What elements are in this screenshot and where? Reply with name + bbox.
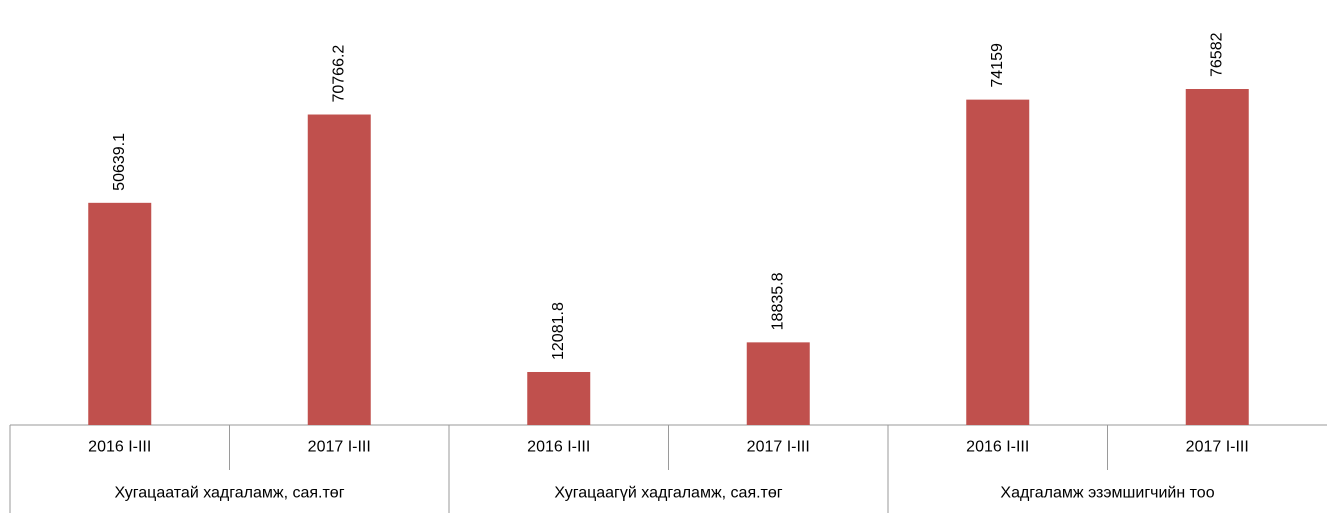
data-label: 74159 [989, 43, 1006, 88]
x-tick-label: 2017 I-III [1186, 439, 1249, 456]
x-tick-label: 2016 I-III [966, 439, 1029, 456]
bar [527, 371, 591, 425]
bar [1185, 89, 1249, 425]
group-label: Хугацаатай хадгаламж, сая.төг [114, 485, 344, 502]
bar [307, 114, 371, 426]
data-label: 12081.8 [550, 302, 567, 360]
data-label: 70766.2 [330, 45, 347, 103]
x-tick-label: 2016 I-III [88, 439, 151, 456]
x-tick-label: 2016 I-III [527, 439, 590, 456]
data-label: 50639.1 [111, 133, 128, 191]
data-label: 76582 [1208, 32, 1225, 77]
group-label: Хадгаламж эзэмшигчийн тоо [1000, 485, 1214, 502]
data-label: 18835.8 [769, 272, 786, 330]
x-tick-label: 2017 I-III [747, 439, 810, 456]
bar [746, 342, 810, 425]
group-label: Хугацаагүй хадгаламж, сая.төг [554, 485, 782, 502]
bar [88, 202, 152, 425]
bar [966, 99, 1030, 425]
x-tick-label: 2017 I-III [308, 439, 371, 456]
